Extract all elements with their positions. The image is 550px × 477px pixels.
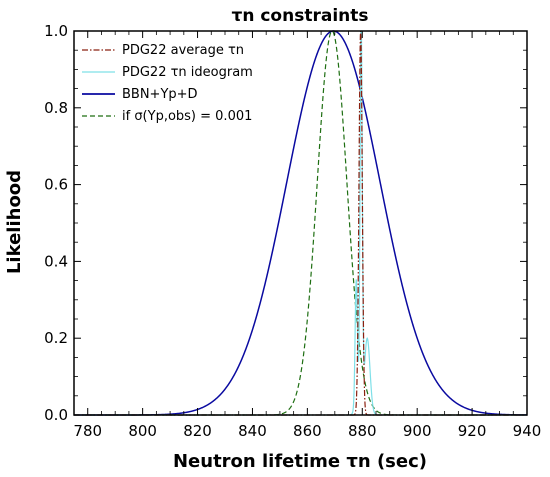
x-tick-label: 780: [73, 422, 102, 440]
x-tick-label: 920: [458, 422, 487, 440]
chart-title: τn constraints: [231, 6, 368, 26]
legend-label: BBN+Yp+D: [122, 87, 198, 102]
x-tick-label: 820: [183, 422, 212, 440]
y-tick-label: 0.6: [44, 176, 68, 194]
legend-label: PDG22 average τn: [122, 43, 244, 58]
x-tick-label: 880: [348, 422, 377, 440]
x-axis-label: Neutron lifetime τn (sec): [173, 451, 427, 472]
y-axis-label: Likelihood: [4, 170, 25, 274]
y-tick-label: 0.2: [44, 329, 68, 347]
y-tick-label: 0.0: [44, 406, 68, 424]
legend-label: PDG22 τn ideogram: [122, 65, 253, 80]
x-tick-label: 940: [513, 422, 542, 440]
legend: PDG22 average τn PDG22 τn ideogram BBN+Yp+…: [82, 43, 253, 124]
x-tick-label: 860: [293, 422, 322, 440]
x-tick-label: 840: [238, 422, 267, 440]
y-tick-label: 1.0: [44, 22, 68, 40]
y-tick-label: 0.4: [44, 252, 68, 270]
y-tick-label: 0.8: [44, 99, 68, 117]
legend-label: if σ(Yp,obs) = 0.001: [122, 109, 252, 124]
x-tick-label: 800: [128, 422, 157, 440]
axis-ticks: 780 800 820 840 860 880 900 920 940 0.0 0.2 0.4 0.6 0…: [44, 22, 541, 440]
x-tick-label: 900: [403, 422, 432, 440]
